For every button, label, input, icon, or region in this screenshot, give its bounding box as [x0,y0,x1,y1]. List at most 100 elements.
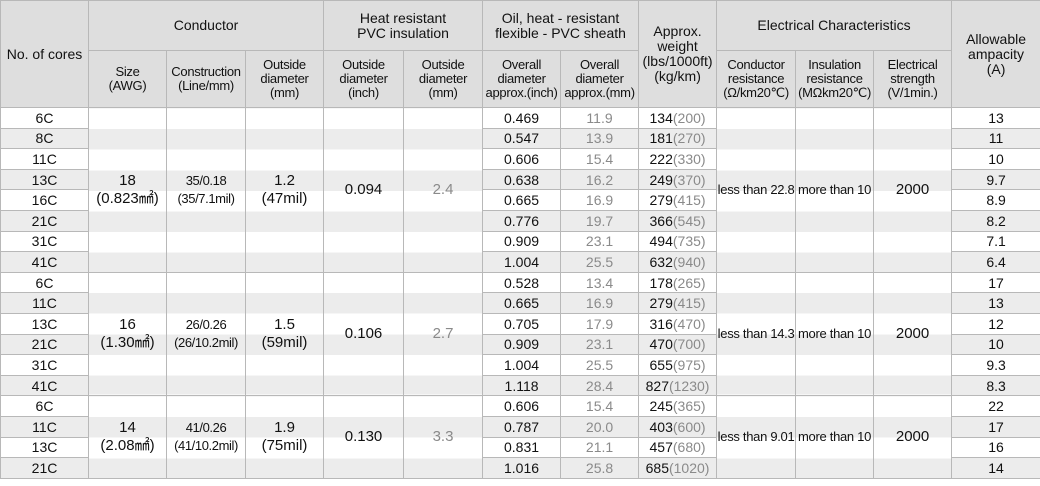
header-text: diameter [418,71,468,86]
weight: 279(415) [638,292,718,314]
header-text: resistance [727,71,785,86]
weight: 457(680) [638,436,718,459]
data-row: 6C 16 (1.30㎟) 26/0.26 (26/10.2mil) 1.5 (59mil)… [0,271,1040,397]
overall-mm: 21.1 [560,436,640,459]
data-row: 13C 0.831 21.1 457(680) 16 [0,436,1040,459]
overall-mm: 28.4 [560,374,640,397]
data-row: 31C 0.909 23.1 494(735) 7.1 [0,230,1040,253]
cores: 41C [0,374,89,397]
weight-kg: (600) [672,418,706,435]
weight-lbs: 827 [645,377,669,394]
data-row: 6C 18 (0.823㎟) 35/0.18 (35/7.1mil) 1.2 (47mil)… [0,107,1040,273]
cores: 16C [0,189,89,211]
overall-mm: 16.9 [560,189,640,211]
cores: 31C [0,354,89,376]
electrical-strength: 2000 [873,107,953,273]
weight-kg: (370) [672,171,706,188]
cores: 13C [0,168,89,191]
overall-mm: 17.9 [560,312,640,335]
cores: 6C [0,271,89,294]
electrical-strength: 2000 [873,271,953,397]
cores: 11C [0,148,89,170]
overall-mm: 15.4 [560,148,640,170]
ampacity: 17 [951,415,1040,438]
header-cell: Electrical Characteristics [716,0,953,51]
size-text: (0.823㎟) [96,189,159,207]
insulation-mm: 2.7 [403,271,484,397]
data-row: 8C 0.547 13.9 181(270) 11 [0,127,1040,150]
cores: 31C [0,230,89,253]
overall-inch: 0.469 [482,107,562,129]
data-row: 21C 0.909 23.1 470(700) 10 [0,333,1040,356]
size: 16 (1.30㎟) [88,271,167,397]
weight-lbs: 470 [649,336,673,353]
table-header: No. of cores Conductor Heat resistant PVC i… [0,0,1040,108]
outside-diameter: 1.9 (75mil) [244,395,325,479]
overall-mm: 13.9 [560,127,640,150]
header-text: (Line/mm) [178,78,234,93]
weight-kg: (1230) [668,377,710,394]
header-text: (A) [986,60,1006,77]
overall-mm: 11.9 [560,107,640,129]
ampacity: 8.2 [951,209,1040,232]
insulation-mm: 3.3 [403,395,484,479]
ampacity: 11 [951,127,1040,150]
weight: 134(200) [638,107,718,129]
weight-kg: (415) [672,192,706,209]
outside-diameter: 1.2 (47mil) [244,107,325,273]
header-text: (MΩkm20℃) [798,85,871,100]
size-text: 16 [119,316,136,334]
weight-lbs: 685 [645,459,669,476]
header-text: Overall [501,57,542,72]
overall-mm: 23.1 [560,230,640,253]
ampacity: 13 [951,292,1040,314]
header-text: Overall [580,57,620,72]
overall-inch: 1.016 [482,457,562,479]
overall-mm: 16.9 [560,292,640,314]
weight-lbs: 178 [649,274,673,291]
insulation-inch: 0.094 [323,107,405,273]
weight: 245(365) [638,395,718,417]
overall-inch: 1.118 [482,374,562,397]
weight-kg: (365) [672,398,706,415]
weight-kg: (975) [672,356,706,373]
ampacity: 17 [951,271,1040,294]
header-text: approx.(mm) [564,85,635,100]
overall-mm: 19.7 [560,209,640,232]
overall-inch: 0.909 [482,230,562,253]
construction-text: (35/7.1mil) [177,190,235,206]
header-text: Allowable [966,30,1027,47]
header-text: (lbs/1000ft) [642,53,713,69]
header-text: Conductor [727,57,785,72]
insulation-inch: 0.130 [323,395,405,479]
header-cell: Size (AWG) [88,50,167,108]
overall-mm: 25.8 [560,457,640,479]
insulation-mm: 2.4 [403,107,484,273]
overall-inch: 1.004 [482,354,562,376]
weight-kg: (265) [672,274,706,291]
header-text: (kg/km) [654,68,701,84]
outside-diameter-text: (59mil) [261,334,308,352]
weight: 222(330) [638,148,718,170]
header-text: (AWG) [108,78,147,93]
header-text: weight [657,38,698,54]
weight-lbs: 134 [649,109,673,126]
weight-lbs: 457 [649,439,673,456]
cores: 21C [0,209,89,232]
weight: 655(975) [638,354,718,376]
overall-inch: 0.705 [482,312,562,335]
outside-diameter-text: (75mil) [261,437,308,454]
overall-mm: 20.0 [560,415,640,438]
outside-diameter-text: 1.2 [274,171,295,189]
header-text: Oil, heat - resistant [501,9,620,26]
size-text: (1.30㎟) [100,334,155,352]
size-text: 18 [119,171,136,189]
cores: 11C [0,292,89,314]
cores: 21C [0,333,89,356]
weight-lbs: 494 [649,233,673,250]
header-text: Outside [342,57,385,72]
overall-mm: 23.1 [560,333,640,356]
header-text: Approx. [653,23,702,39]
weight-lbs: 632 [649,253,673,270]
